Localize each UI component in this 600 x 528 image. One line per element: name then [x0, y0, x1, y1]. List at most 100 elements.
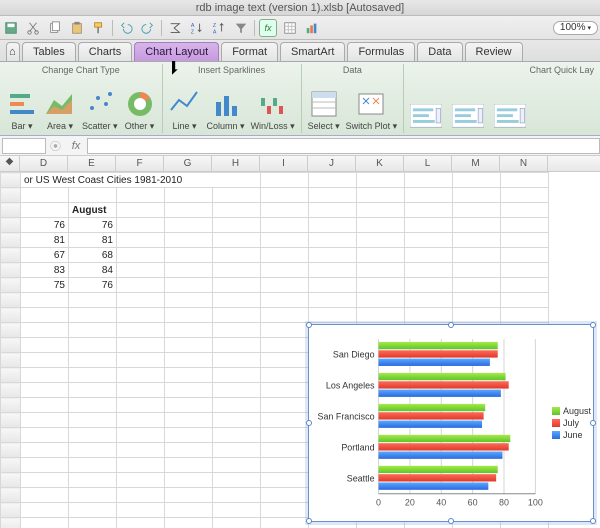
tab-review[interactable]: Review	[465, 42, 523, 61]
cell[interactable]	[117, 263, 165, 278]
cell[interactable]	[501, 218, 549, 233]
cell[interactable]	[261, 488, 309, 503]
cell[interactable]	[261, 263, 309, 278]
cell[interactable]	[69, 518, 117, 528]
cell[interactable]	[165, 368, 213, 383]
cell[interactable]	[261, 383, 309, 398]
cell[interactable]	[213, 503, 261, 518]
cell[interactable]	[165, 413, 213, 428]
row-header[interactable]	[1, 368, 21, 383]
cell[interactable]	[21, 428, 69, 443]
cell[interactable]	[453, 173, 501, 188]
cell[interactable]	[21, 503, 69, 518]
cell[interactable]	[213, 323, 261, 338]
cell[interactable]	[165, 428, 213, 443]
cell[interactable]	[165, 188, 213, 203]
zoom-selector[interactable]: 100% ▾	[553, 21, 598, 35]
cell[interactable]	[213, 383, 261, 398]
row-header[interactable]	[1, 263, 21, 278]
cell[interactable]	[213, 308, 261, 323]
name-box[interactable]	[2, 138, 46, 154]
cell[interactable]	[165, 443, 213, 458]
cell[interactable]	[69, 293, 117, 308]
row-header[interactable]	[1, 518, 21, 528]
cell[interactable]	[213, 278, 261, 293]
cell[interactable]	[357, 308, 405, 323]
cell[interactable]	[117, 473, 165, 488]
row-header[interactable]	[1, 428, 21, 443]
cell[interactable]	[69, 353, 117, 368]
cell[interactable]	[69, 368, 117, 383]
sort-az-icon[interactable]: AZ	[188, 19, 206, 37]
cell[interactable]	[117, 503, 165, 518]
cell[interactable]	[69, 503, 117, 518]
cell[interactable]	[309, 278, 357, 293]
row-header[interactable]	[1, 443, 21, 458]
cell[interactable]	[117, 323, 165, 338]
cell[interactable]	[213, 203, 261, 218]
cell[interactable]	[357, 263, 405, 278]
cell[interactable]	[213, 518, 261, 528]
cell[interactable]	[69, 443, 117, 458]
cell[interactable]	[453, 263, 501, 278]
col-header-K[interactable]: K	[356, 156, 404, 171]
save-icon[interactable]	[2, 19, 20, 37]
col-header-L[interactable]: L	[404, 156, 452, 171]
cell[interactable]	[21, 338, 69, 353]
col-header-J[interactable]: J	[308, 156, 356, 171]
cell[interactable]	[261, 428, 309, 443]
cell[interactable]	[261, 203, 309, 218]
row-header[interactable]	[1, 413, 21, 428]
cell[interactable]	[117, 188, 165, 203]
quick-layout-2[interactable]	[494, 100, 526, 132]
cell[interactable]	[453, 203, 501, 218]
format-painter-icon[interactable]	[90, 19, 108, 37]
cell[interactable]	[261, 398, 309, 413]
filter-icon[interactable]	[232, 19, 250, 37]
col-header-H[interactable]: H	[212, 156, 260, 171]
cell[interactable]	[117, 488, 165, 503]
cell[interactable]	[213, 338, 261, 353]
cell[interactable]	[213, 188, 261, 203]
cell[interactable]	[213, 293, 261, 308]
chart-icon[interactable]	[303, 19, 321, 37]
tab-format[interactable]: Format	[221, 42, 278, 61]
cell[interactable]	[213, 248, 261, 263]
row-header[interactable]	[1, 323, 21, 338]
cell[interactable]	[309, 203, 357, 218]
cell[interactable]	[357, 278, 405, 293]
cell[interactable]	[261, 323, 309, 338]
cell[interactable]	[405, 203, 453, 218]
tab-formulas[interactable]: Formulas	[347, 42, 415, 61]
cell[interactable]	[453, 218, 501, 233]
cell[interactable]	[117, 398, 165, 413]
cell[interactable]	[501, 173, 549, 188]
cell[interactable]	[357, 203, 405, 218]
cell[interactable]	[165, 203, 213, 218]
cell[interactable]	[69, 413, 117, 428]
cell[interactable]	[117, 518, 165, 528]
cell[interactable]	[165, 458, 213, 473]
cell[interactable]	[165, 263, 213, 278]
cell[interactable]	[261, 173, 309, 188]
cell[interactable]	[165, 518, 213, 528]
cell[interactable]	[309, 233, 357, 248]
cell[interactable]	[21, 383, 69, 398]
cell[interactable]	[357, 188, 405, 203]
col-header-E[interactable]: E	[68, 156, 116, 171]
cell[interactable]	[21, 443, 69, 458]
cell[interactable]	[165, 323, 213, 338]
col-header-N[interactable]: N	[500, 156, 548, 171]
cell[interactable]	[261, 188, 309, 203]
cell[interactable]	[261, 218, 309, 233]
cell[interactable]	[69, 428, 117, 443]
cell[interactable]	[117, 368, 165, 383]
row-header[interactable]	[1, 353, 21, 368]
cell[interactable]	[405, 293, 453, 308]
cell[interactable]	[117, 278, 165, 293]
cell[interactable]	[117, 308, 165, 323]
cell[interactable]	[69, 473, 117, 488]
cell[interactable]	[261, 338, 309, 353]
cell[interactable]	[309, 263, 357, 278]
tab-tables[interactable]: Tables	[22, 42, 76, 61]
